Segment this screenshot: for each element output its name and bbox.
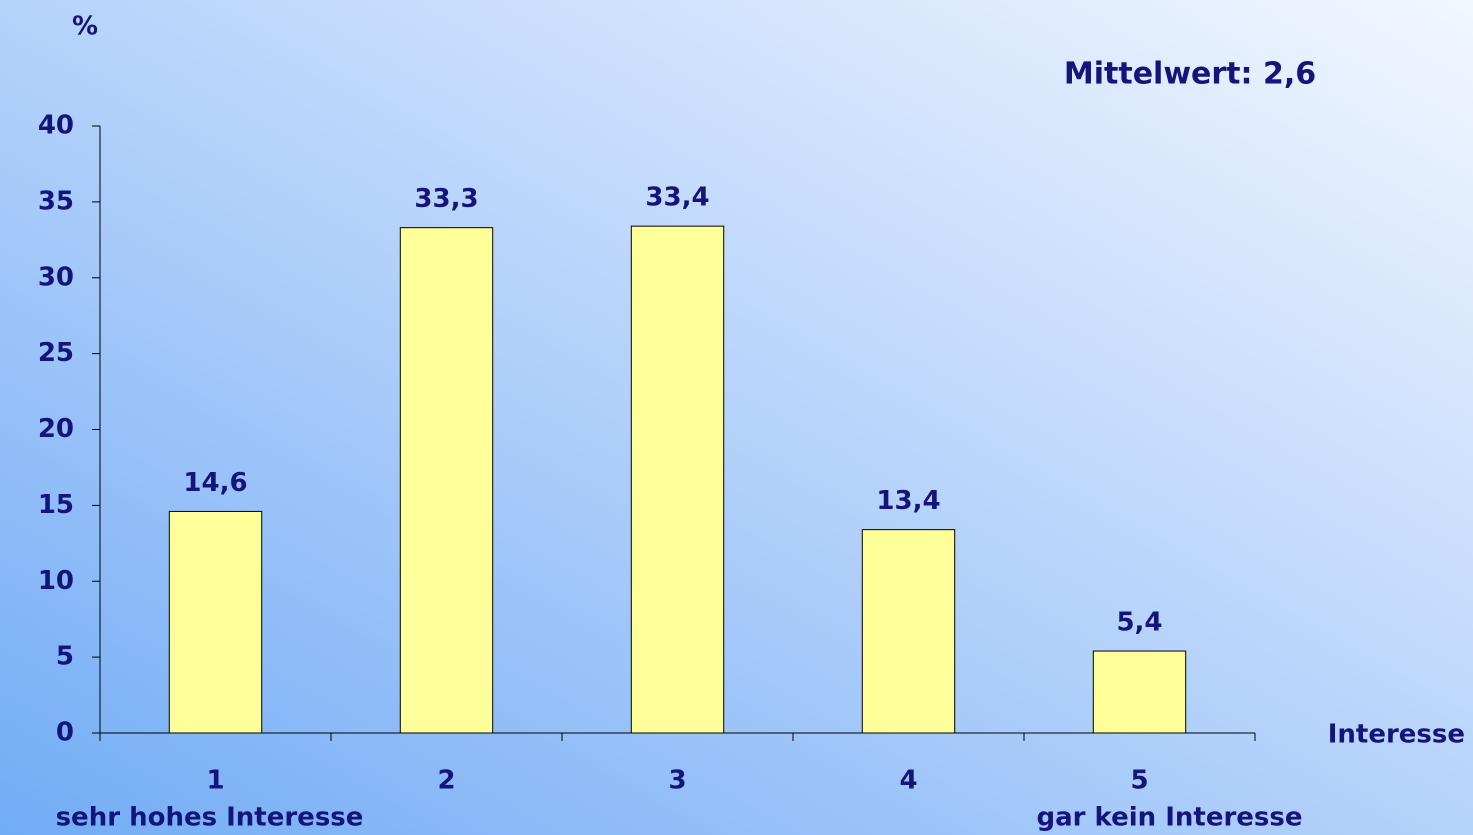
y-tick-label: 5 (56, 642, 74, 672)
x-axis-label: Interesse (1328, 720, 1465, 750)
y-tick-label: 20 (38, 414, 74, 444)
value-label: 14,6 (183, 468, 247, 498)
y-tick-label: 30 (38, 262, 74, 292)
bar (399, 227, 494, 734)
y-tick-label: 0 (56, 718, 74, 748)
bar (1092, 650, 1187, 734)
y-tick-label: 15 (38, 490, 74, 520)
y-tick-label: 10 (38, 566, 74, 596)
y-tick-label: 25 (38, 338, 74, 368)
bar (168, 510, 263, 734)
y-tick-label: 40 (38, 111, 74, 141)
x-tick-label: 5 (1130, 766, 1148, 796)
value-label: 33,3 (414, 184, 478, 214)
x-tick-label: 3 (668, 766, 686, 796)
bar (861, 529, 956, 734)
x-tick-label: 1 (206, 766, 224, 796)
value-label: 13,4 (876, 486, 940, 516)
category-note: sehr hohes Interesse (56, 803, 364, 833)
bar (630, 225, 725, 734)
x-tick-label: 4 (899, 766, 917, 796)
value-label: 5,4 (1116, 608, 1162, 638)
annotation: Mittelwert: 2,6 (1064, 57, 1316, 92)
y-axis-label: % (72, 12, 98, 42)
x-tick-label: 2 (437, 766, 455, 796)
value-label: 33,4 (645, 183, 709, 213)
y-tick-label: 35 (38, 186, 74, 216)
category-note: gar kein Interesse (1036, 803, 1302, 833)
